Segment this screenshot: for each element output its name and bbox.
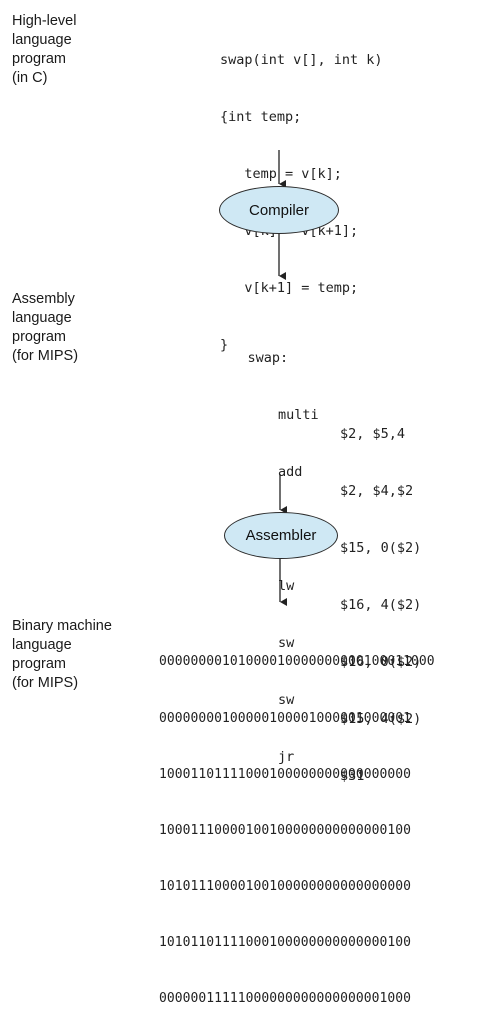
compiler-node: Compiler xyxy=(219,186,339,234)
label-line: program xyxy=(12,329,66,345)
asm-opcode: multi xyxy=(278,407,319,423)
asm-operands: $2, $4,$2 xyxy=(340,483,414,499)
code-line: temp = v[k]; xyxy=(220,166,342,182)
high-level-label: High-level language program (in C) xyxy=(12,12,76,88)
asm-opcode: sw xyxy=(278,635,295,651)
label-line: High-level xyxy=(12,13,77,29)
code-line: v[k+1] = temp; xyxy=(220,280,359,296)
code-line: swap(int v[], int k) xyxy=(220,52,383,68)
binary-code: 00000000101000010000000000100011000 0000… xyxy=(159,616,435,1027)
binary-line: 00000000100000100001000001000001 xyxy=(159,710,412,726)
binary-line: 00000000101000010000000000100011000 xyxy=(159,654,435,670)
label-line: language xyxy=(12,637,72,653)
label-line: Assembly xyxy=(12,291,75,307)
code-line: } xyxy=(220,337,229,353)
c-source-code: swap(int v[], int k) {int temp; temp = v… xyxy=(220,13,383,374)
assembler-label: Assembler xyxy=(245,527,317,544)
asm-opcode: sw xyxy=(278,692,295,708)
binary-line: 10001110000100100000000000000100 xyxy=(159,822,412,838)
label-line: (in C) xyxy=(12,70,48,86)
label-line: Binary machine xyxy=(12,618,112,634)
label-line: language xyxy=(12,32,72,48)
asm-operands: $16, 0($2) xyxy=(340,654,422,670)
asm-instruction: multi $2, $5,4 xyxy=(215,387,405,442)
label-line: (for MIPS) xyxy=(12,348,79,364)
asm-operands: $15, 4($2) xyxy=(340,711,422,727)
asm-instruction: add $2, $4,$2 xyxy=(215,444,413,499)
binary-line: 10001101111000100000000000000000 xyxy=(159,766,412,782)
assembly-label: Assembly language program (for MIPS) xyxy=(12,290,78,366)
asm-instruction: sw $16, 0($2) xyxy=(215,615,421,670)
code-line: {int temp; xyxy=(220,109,302,125)
flow-arrows xyxy=(278,150,287,606)
compiler-label: Compiler xyxy=(248,201,309,219)
asm-operands: $2, $5,4 xyxy=(340,426,406,442)
asm-opcode: jr xyxy=(278,749,295,765)
label-line: program xyxy=(12,51,66,67)
asm-operands: $16, 4($2) xyxy=(340,597,422,613)
assembler-node: Assembler xyxy=(224,512,338,559)
asm-instruction: lw $16, 4($2) xyxy=(215,558,421,613)
binary-line: 10101101111000100000000000000100 xyxy=(159,934,412,950)
label-line: (for MIPS) xyxy=(12,675,79,691)
label-line: language xyxy=(12,310,72,326)
binary-line: 00000011111000000000000000001000 xyxy=(159,991,412,1007)
binary-line: 10101110000100100000000000000000 xyxy=(159,878,412,894)
assembly-code: swap: multi $2, $5,4 add $2, $4,$2 lw $1… xyxy=(215,292,422,784)
asm-opcode: add xyxy=(278,464,303,480)
asm-label-line: swap: xyxy=(215,330,289,366)
asm-operands: $15, 0($2) xyxy=(340,540,422,556)
asm-instruction: sw $15, 4($2) xyxy=(215,672,421,727)
label-line: program xyxy=(12,656,66,672)
asm-opcode: lw xyxy=(278,578,295,594)
asm-function-label: swap: xyxy=(247,350,289,366)
binary-label: Binary machine language program (for MIP… xyxy=(12,617,112,693)
